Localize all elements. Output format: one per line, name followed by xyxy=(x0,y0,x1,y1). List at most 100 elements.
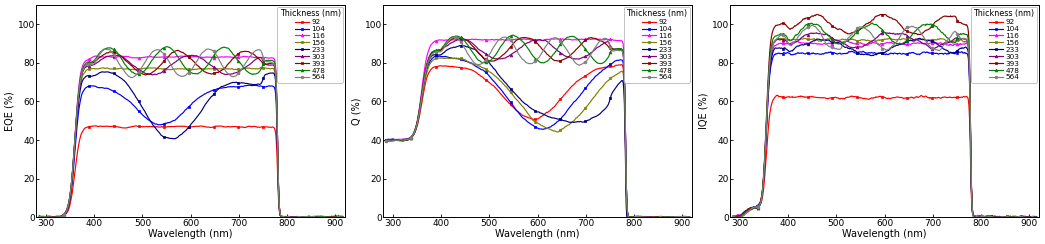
393 xyxy=(977,216,990,219)
104 xyxy=(544,125,557,128)
478 xyxy=(32,215,45,218)
233 xyxy=(914,37,927,40)
116 xyxy=(891,42,904,45)
393 xyxy=(727,216,740,219)
564 xyxy=(806,24,818,27)
Line: 303: 303 xyxy=(38,54,344,219)
Line: 393: 393 xyxy=(385,36,691,219)
564 xyxy=(726,216,739,219)
116 xyxy=(336,215,349,218)
303 xyxy=(527,39,539,42)
Line: 92: 92 xyxy=(732,94,1038,219)
92 xyxy=(524,116,536,119)
Line: 478: 478 xyxy=(732,21,1038,219)
156 xyxy=(892,38,905,41)
92 xyxy=(214,125,227,128)
Line: 393: 393 xyxy=(732,13,1038,219)
564 xyxy=(448,35,461,38)
233 xyxy=(34,216,47,219)
564 xyxy=(891,39,904,42)
478 xyxy=(525,51,537,54)
104 xyxy=(179,109,191,112)
478 xyxy=(561,36,574,39)
116 xyxy=(214,55,227,58)
233 xyxy=(1023,215,1036,218)
156 xyxy=(874,38,886,41)
Line: 478: 478 xyxy=(385,34,691,219)
393 xyxy=(172,49,185,52)
104 xyxy=(872,52,884,55)
Line: 104: 104 xyxy=(38,84,344,219)
478 xyxy=(866,21,879,24)
116 xyxy=(726,215,739,218)
156 xyxy=(329,216,342,219)
233 xyxy=(330,216,343,219)
564 xyxy=(561,49,574,52)
393 xyxy=(811,13,823,16)
104 xyxy=(874,52,886,55)
564 xyxy=(525,62,537,65)
92 xyxy=(976,216,989,219)
478 xyxy=(908,30,921,33)
233 xyxy=(283,216,296,219)
156 xyxy=(282,216,295,219)
104 xyxy=(32,216,45,219)
478 xyxy=(527,54,539,57)
92 xyxy=(726,216,739,219)
478 xyxy=(683,215,696,218)
104 xyxy=(196,93,209,96)
156 xyxy=(732,216,744,219)
116 xyxy=(180,55,192,58)
233 xyxy=(457,44,469,47)
478 xyxy=(977,216,990,219)
303 xyxy=(878,31,890,34)
393 xyxy=(379,139,392,142)
92 xyxy=(616,63,628,66)
156 xyxy=(677,215,690,218)
564 xyxy=(527,62,539,65)
Line: 104: 104 xyxy=(732,50,1038,219)
478 xyxy=(336,215,349,218)
393 xyxy=(561,56,574,59)
478 xyxy=(872,25,884,28)
564 xyxy=(872,43,884,46)
Line: 564: 564 xyxy=(38,48,344,219)
303 xyxy=(179,55,191,58)
303 xyxy=(282,216,295,219)
116 xyxy=(978,216,991,219)
92 xyxy=(130,124,142,127)
393 xyxy=(1024,216,1037,219)
104 xyxy=(329,215,342,218)
478 xyxy=(728,216,741,219)
478 xyxy=(180,67,192,70)
478 xyxy=(544,56,557,59)
564 xyxy=(630,216,643,219)
564 xyxy=(179,74,191,77)
478 xyxy=(507,34,519,37)
Y-axis label: EQE (%): EQE (%) xyxy=(5,91,15,131)
393 xyxy=(677,216,690,219)
478 xyxy=(199,67,211,70)
233 xyxy=(890,44,903,47)
Line: 156: 156 xyxy=(38,66,344,219)
233 xyxy=(525,106,537,109)
393 xyxy=(330,214,343,217)
478 xyxy=(632,216,645,219)
233 xyxy=(561,120,574,123)
156 xyxy=(872,39,884,41)
92 xyxy=(872,96,884,99)
156 xyxy=(336,216,349,219)
233 xyxy=(180,129,192,132)
564 xyxy=(623,216,635,219)
Line: 233: 233 xyxy=(38,71,344,219)
303 xyxy=(908,39,921,41)
116 xyxy=(283,215,296,218)
303 xyxy=(624,216,636,219)
478 xyxy=(161,45,173,48)
Line: 303: 303 xyxy=(732,31,1038,219)
Line: 478: 478 xyxy=(38,45,344,219)
92 xyxy=(379,138,392,141)
Line: 564: 564 xyxy=(385,35,691,219)
116 xyxy=(683,216,696,219)
393 xyxy=(1030,216,1043,219)
